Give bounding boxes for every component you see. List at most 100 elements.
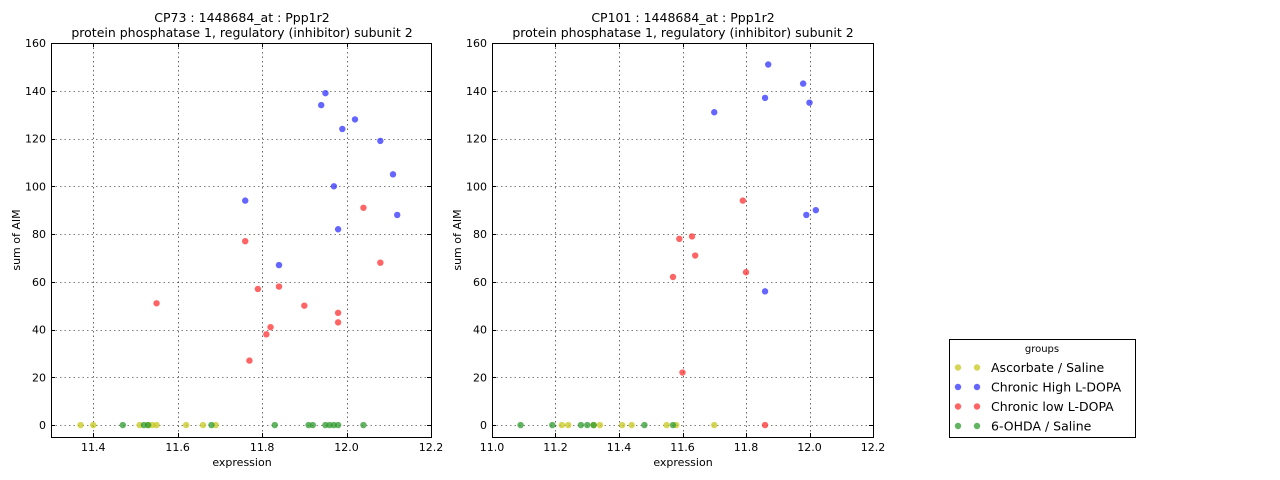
data-point [242, 197, 249, 204]
data-point [90, 421, 97, 429]
data-point [153, 421, 160, 429]
data-point [761, 94, 769, 102]
data-points [517, 61, 820, 429]
legend-marker [954, 403, 962, 410]
data-point [208, 421, 215, 429]
data-point [318, 101, 325, 109]
y-tick-label: 140 [25, 85, 46, 98]
plot-frame [51, 43, 432, 438]
panel-title-line2: protein phosphatase 1, regulatory (inhib… [512, 25, 853, 40]
scatter-panel-cp101: CP101 : 1448684_at : Ppp1r2 protein phos… [451, 10, 885, 469]
y-tick-label: 60 [473, 276, 487, 289]
x-tick-label: 12.2 [419, 441, 444, 454]
data-point [301, 302, 308, 309]
data-point [389, 171, 397, 178]
y-tick-label: 60 [32, 276, 46, 289]
data-point [394, 211, 401, 219]
data-point [711, 109, 718, 116]
y-tick-label: 80 [473, 228, 487, 241]
data-point [322, 89, 329, 97]
data-point [246, 357, 253, 364]
data-point [688, 233, 696, 240]
x-tick-label: 11.6 [670, 441, 695, 454]
data-point [263, 331, 270, 338]
x-tick-label: 12.2 [861, 441, 886, 454]
y-tick-label: 0 [480, 419, 487, 432]
data-point [584, 421, 591, 429]
data-point [309, 421, 316, 429]
x-tick-label: 12.0 [334, 441, 359, 454]
data-point [254, 285, 262, 293]
legend-box [949, 339, 1136, 438]
data-point [351, 116, 359, 123]
data-point [199, 421, 207, 429]
x-axis-label: expression [212, 456, 271, 469]
data-point [334, 319, 342, 326]
data-point [334, 309, 342, 317]
data-point [761, 288, 769, 295]
data-point [742, 269, 750, 276]
plot-frame [492, 43, 874, 438]
data-point [812, 206, 820, 214]
data-point [271, 421, 278, 429]
y-tick-label: 160 [25, 37, 46, 50]
x-tick-label: 11.4 [607, 441, 632, 454]
data-point [618, 421, 626, 429]
data-point [377, 259, 384, 266]
data-point [360, 421, 367, 429]
panel-title-line1: CP101 : 1448684_at : Ppp1r2 [591, 10, 774, 25]
data-points [77, 89, 401, 429]
x-tick-label: 11.4 [81, 441, 106, 454]
legend-entry-label: Chronic low L-DOPA [991, 399, 1114, 414]
x-tick-label: 11.0 [480, 441, 505, 454]
legend-entry-label: Chronic High L-DOPA [991, 380, 1122, 395]
grid-lines [492, 43, 874, 437]
x-tick-label: 11.2 [543, 441, 568, 454]
data-point [663, 421, 670, 429]
x-tick-label: 11.6 [165, 441, 190, 454]
x-tick-label: 12.0 [797, 441, 822, 454]
x-tick-label: 11.8 [250, 441, 275, 454]
data-point [144, 421, 152, 429]
legend-entries: Ascorbate / Saline Chronic High L-DOPA Chr… [954, 360, 1122, 434]
data-point [669, 273, 677, 281]
y-tick-label: 40 [473, 324, 487, 337]
data-point [679, 369, 686, 376]
data-point [242, 237, 249, 245]
data-point [330, 183, 338, 190]
y-axis-label: sum of AIM [451, 209, 464, 270]
data-point [565, 421, 572, 429]
legend-marker [973, 403, 981, 410]
data-point [517, 421, 524, 429]
data-point [711, 421, 718, 429]
panel-title-line2: protein phosphatase 1, regulatory (inhib… [71, 25, 412, 40]
data-point [692, 252, 699, 259]
y-tick-label: 80 [32, 228, 46, 241]
data-point [739, 197, 747, 204]
data-point [799, 80, 807, 87]
data-point [558, 421, 566, 429]
legend: groups Ascorbate / Saline Chronic High L-… [949, 339, 1136, 438]
legend-title: groups [1025, 344, 1059, 355]
data-point [275, 261, 283, 269]
legend-marker [973, 422, 981, 430]
y-tick-label: 160 [466, 37, 487, 50]
data-point [669, 421, 677, 429]
data-point [641, 421, 648, 429]
y-axis-label: sum of AIM [10, 209, 23, 270]
y-tick-label: 120 [466, 133, 487, 146]
y-tick-label: 120 [25, 133, 46, 146]
data-point [765, 61, 772, 68]
data-point [549, 421, 556, 429]
legend-marker [973, 364, 981, 371]
data-point [676, 235, 683, 243]
data-point [339, 125, 346, 133]
axis-ticks: 11.0 11.2 11.4 11.6 11.8 12.0 12.2 0 20 40 60 80 100… [466, 37, 885, 454]
x-tick-label: 11.8 [734, 441, 759, 454]
y-tick-label: 40 [32, 324, 46, 337]
data-point [334, 421, 342, 429]
x-axis-label: expression [653, 456, 712, 469]
data-point [590, 421, 597, 429]
data-point [377, 137, 384, 145]
